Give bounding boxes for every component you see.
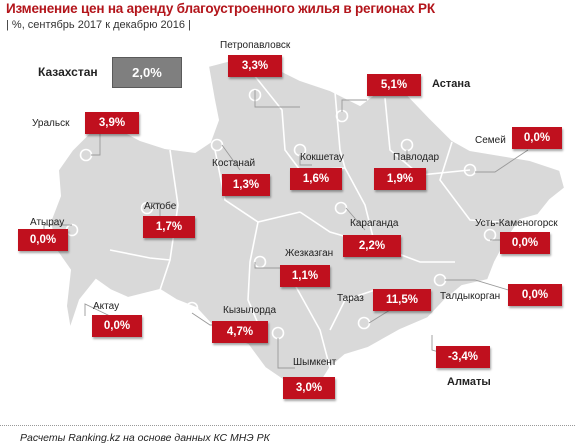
- region-label-almaty: Алматы: [447, 376, 491, 388]
- region-label-uralsk: Уральск: [32, 118, 70, 129]
- region-value-pavlodar: 1,9%: [374, 168, 426, 190]
- region-value-kyzylorda: 4,7%: [212, 321, 268, 343]
- region-value-taldykorgan: 0,0%: [508, 284, 562, 306]
- region-label-petropavlovsk: Петропавловск: [220, 40, 291, 51]
- map-subtitle: | %, сентябрь 2017 к декабрю 2016 |: [6, 19, 191, 31]
- region-label-kyzylorda: Кызылорда: [223, 305, 277, 316]
- region-label-aktobe: Актобе: [144, 201, 177, 212]
- region-value-aktobe: 1,7%: [143, 216, 195, 238]
- region-label-atyrau: Атырау: [30, 217, 65, 228]
- region-value-aktau: 0,0%: [92, 315, 142, 337]
- region-value-taraz: 11,5%: [373, 289, 431, 311]
- source-footnote: Расчеты Ranking.kz на основе данных КС М…: [0, 425, 575, 444]
- region-label-ust-kamenogorsk: Усть-Каменогорск: [475, 218, 558, 229]
- region-value-karaganda: 2,2%: [343, 235, 401, 257]
- region-label-taldykorgan: Талдыкорган: [440, 291, 501, 302]
- region-value-atyrau: 0,0%: [18, 229, 68, 251]
- region-value-shymkent: 3,0%: [283, 377, 335, 399]
- region-label-taraz: Тараз: [337, 293, 364, 304]
- region-value-uralsk: 3,9%: [85, 112, 139, 134]
- map-title: Изменение цен на аренду благоустроенного…: [6, 1, 435, 16]
- region-label-shymkent: Шымкент: [293, 357, 337, 368]
- region-value-astana: 5,1%: [367, 74, 421, 96]
- region-label-astana: Астана: [432, 78, 471, 90]
- region-label-aktau: Актау: [93, 301, 120, 312]
- region-label-karaganda: Караганда: [350, 218, 399, 229]
- country-label: Казахстан: [38, 65, 98, 79]
- region-value-ust-kamenogorsk: 0,0%: [500, 232, 550, 254]
- region-value-almaty: -3,4%: [436, 346, 490, 368]
- region-label-kostanay: Костанай: [212, 158, 256, 169]
- country-value: 2,0%: [112, 57, 182, 88]
- region-value-kostanay: 1,3%: [222, 174, 270, 196]
- region-label-semey: Семей: [475, 135, 506, 146]
- region-value-semey: 0,0%: [512, 127, 562, 149]
- region-value-kokshetau: 1,6%: [290, 168, 342, 190]
- region-label-kokshetau: Кокшетау: [300, 152, 344, 163]
- region-value-zhezkazgan: 1,1%: [280, 265, 330, 287]
- region-value-petropavlovsk: 3,3%: [228, 55, 282, 77]
- region-label-zhezkazgan: Жезказган: [285, 248, 334, 259]
- region-label-pavlodar: Павлодар: [393, 152, 440, 163]
